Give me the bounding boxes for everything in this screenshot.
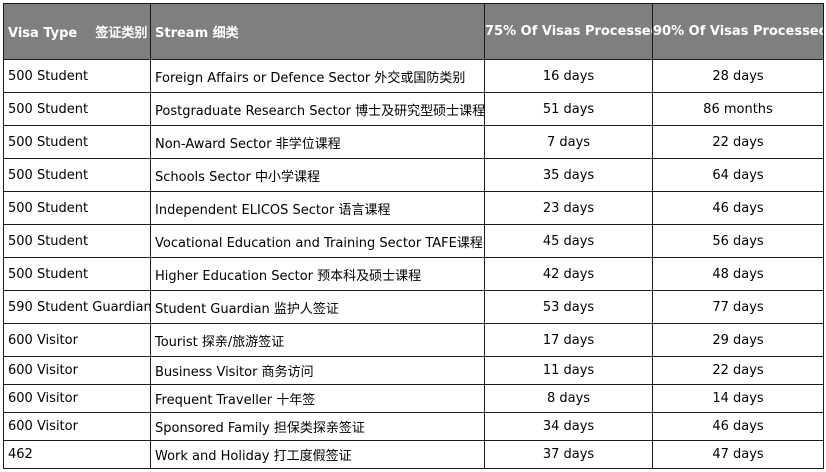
cell-visa-type: 500 Student [3,158,151,192]
table-row: 600 Visitor Tourist 探亲/旅游签证 17 days 29 d… [3,323,824,357]
cell-visa-type: 590 Student Guardian [3,290,151,324]
cell-visa-type: 462 [3,440,151,469]
cell-90-percent: 46 days [652,191,824,225]
cell-90-percent: 14 days [652,384,824,413]
table-header: Visa Type 签证类别 Stream 细类 75% Of Visas Pr… [3,3,824,60]
cell-75-percent: 51 days [484,92,653,126]
table-body: 500 Student Foreign Affairs or Defence S… [3,59,824,469]
cell-visa-type: 500 Student [3,224,151,258]
table-row: 462 Work and Holiday 打工度假签证 37 days 47 d… [3,440,824,469]
cell-75-percent: 7 days [484,125,653,159]
table-row: 500 Student Foreign Affairs or Defence S… [3,59,824,93]
cell-visa-type: 500 Student [3,191,151,225]
cell-stream: Independent ELICOS Sector 语言课程 [150,191,485,225]
cell-90-percent: 47 days [652,440,824,469]
table-row: 590 Student Guardian Student Guardian 监护… [3,290,824,324]
table-row: 500 Student Vocational Education and Tra… [3,224,824,258]
cell-visa-type: 600 Visitor [3,384,151,413]
cell-stream: Postgraduate Research Sector 博士及研究型硕士课程 [150,92,485,126]
cell-stream: Work and Holiday 打工度假签证 [150,440,485,469]
cell-visa-type: 500 Student [3,125,151,159]
table-row: 600 Visitor Sponsored Family 担保类探亲签证 34 … [3,412,824,441]
cell-75-percent: 53 days [484,290,653,324]
cell-90-percent: 46 days [652,412,824,441]
table-row: 500 Student Independent ELICOS Sector 语言… [3,191,824,225]
header-90-percent: 90% Of Visas Processed [652,3,824,60]
cell-75-percent: 35 days [484,158,653,192]
cell-visa-type: 600 Visitor [3,356,151,385]
table-row: 500 Student Non-Award Sector 非学位课程 7 day… [3,125,824,159]
table-row: 500 Student Schools Sector 中小学课程 35 days… [3,158,824,192]
cell-90-percent: 77 days [652,290,824,324]
cell-stream: Sponsored Family 担保类探亲签证 [150,412,485,441]
cell-90-percent: 28 days [652,59,824,93]
cell-90-percent: 29 days [652,323,824,357]
cell-stream: Frequent Traveller 十年签 [150,384,485,413]
cell-visa-type: 500 Student [3,92,151,126]
cell-90-percent: 86 months [652,92,824,126]
table-row: 500 Student Postgraduate Research Sector… [3,92,824,126]
cell-75-percent: 34 days [484,412,653,441]
cell-75-percent: 8 days [484,384,653,413]
cell-stream: Vocational Education and Training Sector… [150,224,485,258]
header-75-percent: 75% Of Visas Processed [484,3,653,60]
cell-stream: Higher Education Sector 预本科及硕士课程 [150,257,485,291]
table-row: 600 Visitor Frequent Traveller 十年签 8 day… [3,384,824,413]
cell-visa-type: 600 Visitor [3,412,151,441]
cell-75-percent: 11 days [484,356,653,385]
cell-90-percent: 64 days [652,158,824,192]
cell-75-percent: 23 days [484,191,653,225]
header-stream: Stream 细类 [150,3,485,60]
table-row: 500 Student Higher Education Sector 预本科及… [3,257,824,291]
cell-75-percent: 45 days [484,224,653,258]
cell-75-percent: 42 days [484,257,653,291]
cell-75-percent: 17 days [484,323,653,357]
cell-visa-type: 500 Student [3,257,151,291]
cell-stream: Foreign Affairs or Defence Sector 外交或国防类… [150,59,485,93]
cell-stream: Schools Sector 中小学课程 [150,158,485,192]
header-row: Visa Type 签证类别 Stream 细类 75% Of Visas Pr… [3,3,824,60]
cell-90-percent: 22 days [652,125,824,159]
cell-stream: Non-Award Sector 非学位课程 [150,125,485,159]
cell-90-percent: 48 days [652,257,824,291]
cell-75-percent: 16 days [484,59,653,93]
table-row: 600 Visitor Business Visitor 商务访问 11 day… [3,356,824,385]
cell-75-percent: 37 days [484,440,653,469]
cell-stream: Tourist 探亲/旅游签证 [150,323,485,357]
cell-visa-type: 500 Student [3,59,151,93]
header-visa-type: Visa Type 签证类别 [3,3,151,60]
cell-stream: Business Visitor 商务访问 [150,356,485,385]
cell-stream: Student Guardian 监护人签证 [150,290,485,324]
cell-90-percent: 22 days [652,356,824,385]
cell-visa-type: 600 Visitor [3,323,151,357]
visa-processing-table: Visa Type 签证类别 Stream 细类 75% Of Visas Pr… [3,3,824,469]
cell-90-percent: 56 days [652,224,824,258]
